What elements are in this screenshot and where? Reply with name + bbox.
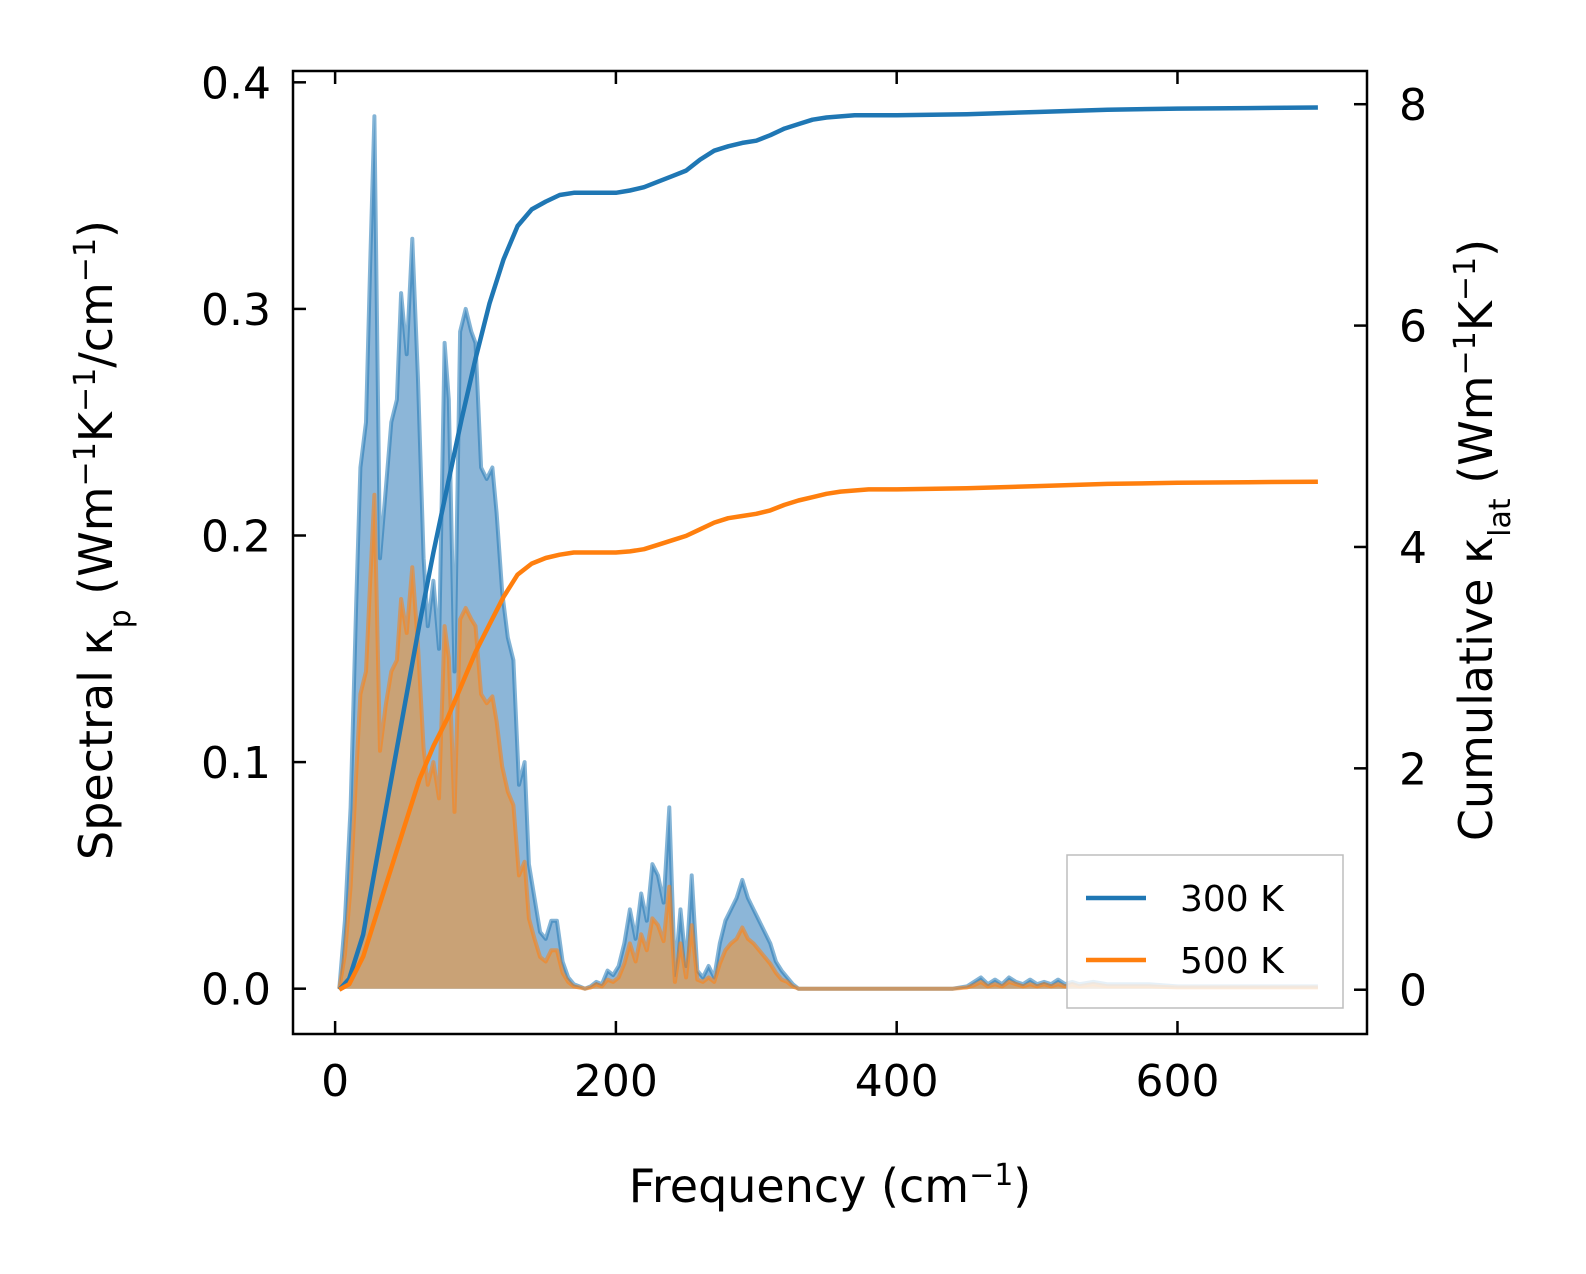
spectral-fill-layer	[337, 114, 1318, 991]
y-left-tick-label: 0.0	[201, 965, 271, 1016]
spectral-edge-300k	[337, 114, 1318, 991]
y-right-axis-label: Cumulative κlat (Wm−1K−1)	[1448, 239, 1518, 841]
y-right-tick-label: 0	[1399, 966, 1427, 1017]
y-right-tick-label: 4	[1399, 523, 1427, 574]
y-left-tick-label: 0.2	[201, 512, 271, 563]
axes-layer	[291, 69, 1369, 1036]
x-tick-label: 400	[855, 1056, 939, 1107]
legend-label-300k: 300 K	[1180, 879, 1285, 920]
spectral-area-500k	[339, 494, 1318, 989]
cumulative-line-500k	[338, 479, 1318, 992]
y-left-tick-label: 0.3	[201, 285, 271, 336]
plot-frame	[291, 69, 1369, 1036]
x-tick-label: 0	[321, 1056, 349, 1107]
y-right-tick-label: 8	[1399, 80, 1427, 131]
y-left-axis-label: Spectral κp (Wm−1K−1/cm−1)	[68, 220, 138, 860]
legend-label-500k: 500 K	[1180, 941, 1285, 982]
x-tick-label: 200	[574, 1056, 658, 1107]
legend-frame	[1066, 854, 1344, 1009]
legend: 300 K 500 K	[1066, 854, 1344, 1009]
tick-layer: 0 200 400 600 0.0 0.1 0.2 0.3 0.4 0 2 4 6 8	[201, 58, 1427, 1107]
y-left-tick-label: 0.4	[201, 58, 271, 109]
spectral-edge-500k	[337, 492, 1318, 991]
x-axis-label: Frequency (cm−1)	[629, 1158, 1032, 1214]
y-left-tick-label: 0.1	[201, 738, 271, 789]
y-right-tick-label: 2	[1399, 744, 1427, 795]
y-right-tick-label: 6	[1399, 302, 1427, 353]
cumulative-line-300k	[337, 105, 1318, 992]
x-tick-label: 600	[1135, 1056, 1219, 1107]
series-line-layer	[337, 105, 1318, 992]
